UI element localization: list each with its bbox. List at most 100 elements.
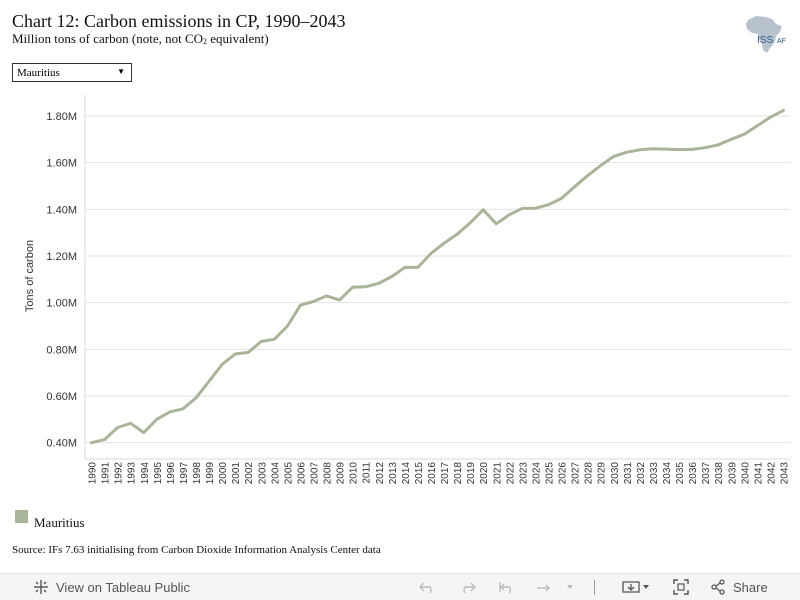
view-on-tableau-button[interactable]: View on Tableau Public: [33, 578, 190, 596]
x-tick-label: 2002: [244, 462, 255, 485]
y-tick-label: 0.40M: [46, 438, 77, 450]
x-tick-label: 2019: [466, 462, 477, 485]
x-tick-label: 2039: [727, 462, 738, 485]
x-tick-label: 2043: [779, 462, 790, 485]
tableau-toolbar: View on Tableau Public Share: [0, 573, 800, 600]
x-tick-label: 2018: [453, 462, 464, 485]
chart-title: Chart 12: Carbon emissions in CP, 1990–2…: [12, 11, 346, 31]
legend-swatch: [15, 510, 28, 523]
x-tick-label: 2000: [218, 462, 229, 485]
tableau-logo-icon: [34, 580, 48, 594]
dropdown-arrow-icon: ▼: [117, 67, 125, 76]
caret-down-icon: [643, 585, 649, 589]
x-tick-label: 2024: [531, 462, 542, 485]
view-on-tableau-label: View on Tableau Public: [56, 579, 190, 595]
x-tick-label: 1995: [153, 462, 164, 485]
toolbar-divider: [594, 580, 595, 595]
x-tick-label: 2021: [492, 462, 503, 485]
x-tick-label: 2009: [336, 462, 347, 485]
refresh-button[interactable]: [535, 578, 555, 596]
redo-button[interactable]: [457, 578, 477, 596]
x-tick-label: 2008: [323, 462, 334, 485]
x-tick-label: 1998: [192, 462, 203, 485]
share-label: Share: [733, 579, 768, 595]
x-tick-label: 2035: [675, 462, 686, 485]
share-button[interactable]: Share: [710, 578, 768, 596]
x-tick-label: 2023: [518, 462, 529, 485]
y-axis-label: Tons of carbon: [24, 240, 36, 312]
x-tick-label: 2020: [479, 462, 490, 485]
x-tick-label: 1997: [179, 462, 190, 485]
x-tick-label: 2001: [231, 462, 242, 485]
x-tick-label: 2042: [766, 462, 777, 485]
x-tick-label: 2013: [388, 462, 399, 485]
download-button[interactable]: [621, 578, 651, 596]
x-tick-label: 2041: [753, 462, 764, 485]
x-tick-label: 2037: [701, 462, 712, 485]
x-tick-label: 2027: [571, 462, 582, 485]
x-tick-labels: 1990 1991 1992 1993 1994 1995 1996 1997 1998 1999…: [88, 462, 791, 485]
x-tick-label: 2003: [257, 462, 268, 485]
logo-text-af: AF: [777, 38, 786, 45]
share-icon: [711, 579, 725, 595]
x-tick-label: 2028: [584, 462, 595, 485]
x-tick-label: 2005: [283, 462, 294, 485]
x-tick-label: 1993: [127, 462, 138, 485]
y-tick-label: 1.20M: [46, 251, 77, 263]
subtitle-subscript: 2: [203, 37, 208, 46]
x-tick-label: 2026: [558, 462, 569, 485]
revert-icon: [499, 582, 511, 594]
y-tick-label: 0.60M: [46, 391, 77, 403]
x-tick-label: 2030: [610, 462, 621, 485]
x-tick-label: 2025: [544, 462, 555, 485]
y-tick-label: 1.40M: [46, 204, 77, 216]
x-tick-label: 2012: [375, 462, 386, 485]
line-chart: 0.40M 0.60M 0.80M 1.00M 1.20M 1.40M 1.60M 1.80M…: [24, 95, 791, 485]
logo-text-iss: ISS: [757, 35, 773, 46]
chart-subtitle: Million tons of carbon (note, not CO2 eq…: [12, 31, 269, 47]
refresh-dropdown-button[interactable]: [565, 578, 575, 596]
x-tick-label: 2029: [597, 462, 608, 485]
fullscreen-icon: [673, 579, 689, 595]
x-tick-label: 2006: [296, 462, 307, 485]
series-line-mauritius[interactable]: [90, 108, 785, 445]
fullscreen-button[interactable]: [672, 578, 690, 596]
x-tick-label: 2014: [401, 462, 412, 485]
revert-button[interactable]: [497, 578, 517, 596]
series-lines: [90, 108, 785, 445]
caret-down-icon: [567, 585, 573, 589]
x-tick-label: 2004: [270, 462, 281, 485]
x-tick-label: 1991: [101, 462, 112, 485]
x-tick-label: 1994: [140, 462, 151, 485]
x-tick-label: 2031: [623, 462, 634, 485]
subtitle-text: Million tons of carbon (note, not CO: [12, 31, 204, 46]
refresh-icon: [537, 584, 550, 592]
x-tick-label: 2040: [740, 462, 751, 485]
y-tick-label: 0.80M: [46, 344, 77, 356]
x-tick-label: 2017: [440, 462, 451, 485]
x-tick-label: 2016: [427, 462, 438, 485]
x-tick-label: 2015: [414, 462, 425, 485]
x-tick-label: 2033: [649, 462, 660, 485]
x-tick-label: 2034: [662, 462, 673, 485]
africa-map-icon: ISS AF: [746, 16, 786, 53]
source-note: Source: IFs 7.63 initialising from Carbo…: [12, 544, 381, 556]
undo-icon: [419, 582, 432, 594]
x-tick-label: 2011: [362, 462, 373, 484]
undo-button[interactable]: [418, 578, 438, 596]
y-tick-labels: 0.40M 0.60M 0.80M 1.00M 1.20M 1.40M 1.60M 1.80M: [46, 111, 77, 450]
x-tick-label: 1996: [166, 462, 177, 485]
y-tick-label: 1.00M: [46, 298, 77, 310]
gridlines: [85, 115, 790, 444]
x-tick-label: 2022: [505, 462, 516, 485]
x-tick-label: 1992: [114, 462, 125, 485]
y-tick-label: 1.80M: [46, 111, 77, 123]
country-filter-value: Mauritius: [17, 67, 60, 79]
country-filter-dropdown[interactable]: Mauritius ▼: [12, 63, 132, 82]
iss-africa-logo: ISS AF: [742, 14, 790, 54]
legend-label: Mauritius: [34, 515, 85, 530]
redo-icon: [463, 582, 476, 594]
x-tick-label: 1999: [205, 462, 216, 485]
x-tick-label: 1990: [88, 462, 99, 485]
x-tick-label: 2038: [714, 462, 725, 485]
